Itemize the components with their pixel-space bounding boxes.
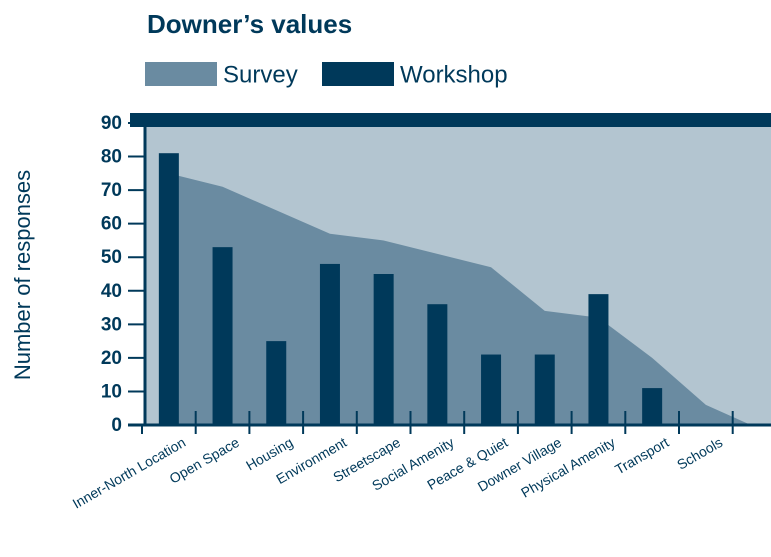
y-tick-label: 70: [101, 180, 122, 201]
y-tick-label: 10: [101, 381, 122, 402]
y-tick-label: 30: [101, 314, 122, 335]
y-tick-label: 0: [111, 415, 122, 436]
y-axis-label: Number of responses: [10, 170, 35, 380]
x-tick-label: Transport: [612, 434, 672, 478]
y-tick-label: 40: [101, 281, 122, 302]
bar: [266, 341, 287, 425]
bar: [534, 354, 555, 425]
chart-title: Downer’s values: [147, 9, 352, 39]
x-tick-label: Physical Amenity: [518, 434, 618, 501]
legend-swatch: [145, 62, 217, 86]
top-frame: [130, 113, 771, 127]
legend-label: Workshop: [400, 61, 508, 88]
legend-swatch: [322, 62, 394, 86]
y-tick-label: 80: [101, 147, 122, 168]
bar: [212, 247, 233, 425]
bar: [427, 304, 448, 425]
bar: [158, 153, 179, 425]
bar: [642, 388, 663, 425]
bar: [481, 354, 502, 425]
y-tick-label: 50: [101, 247, 122, 268]
bar: [319, 263, 340, 425]
y-tick-label: 90: [101, 113, 122, 134]
x-tick-label: Schools: [674, 434, 725, 473]
y-tick-label: 20: [101, 348, 122, 369]
bar: [588, 294, 609, 425]
y-tick-label: 60: [101, 214, 122, 235]
legend-label: Survey: [223, 61, 298, 88]
bar: [373, 274, 394, 425]
